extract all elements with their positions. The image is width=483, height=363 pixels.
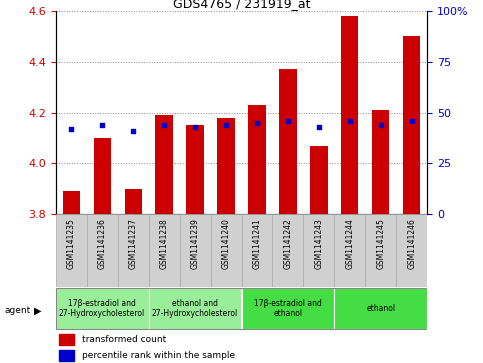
Bar <box>186 125 203 214</box>
Bar <box>149 287 242 330</box>
Text: agent: agent <box>5 306 31 315</box>
Text: GSM1141241: GSM1141241 <box>253 218 261 269</box>
Bar <box>94 138 111 214</box>
Text: ethanol: ethanol <box>367 304 396 313</box>
Bar <box>86 214 117 287</box>
Bar <box>248 105 266 214</box>
Bar <box>62 191 80 214</box>
Bar <box>366 214 397 287</box>
Bar <box>217 118 235 214</box>
Text: transformed count: transformed count <box>82 335 166 344</box>
Bar <box>403 36 421 214</box>
Text: GSM1141242: GSM1141242 <box>284 218 293 269</box>
Point <box>346 118 354 123</box>
Bar <box>341 16 358 214</box>
Text: GSM1141240: GSM1141240 <box>222 218 230 269</box>
Bar <box>211 214 242 287</box>
Text: GSM1141236: GSM1141236 <box>98 218 107 269</box>
Text: GSM1141235: GSM1141235 <box>67 218 75 269</box>
Bar <box>242 287 334 330</box>
Point <box>129 128 137 134</box>
Bar <box>180 214 211 287</box>
Point <box>160 122 168 128</box>
Point <box>377 122 385 128</box>
Point <box>98 122 106 128</box>
Bar <box>334 214 366 287</box>
Text: GSM1141239: GSM1141239 <box>190 218 199 269</box>
Bar <box>280 69 297 214</box>
Point <box>408 118 416 123</box>
Bar <box>56 214 86 287</box>
Bar <box>59 334 74 345</box>
Point <box>315 124 323 130</box>
Bar <box>117 214 149 287</box>
Text: 17β-estradiol and
27-Hydroxycholesterol: 17β-estradiol and 27-Hydroxycholesterol <box>59 299 145 318</box>
Bar <box>242 214 272 287</box>
Bar <box>56 287 149 330</box>
Text: GSM1141245: GSM1141245 <box>376 218 385 269</box>
Text: GSM1141243: GSM1141243 <box>314 218 324 269</box>
Title: GDS4765 / 231919_at: GDS4765 / 231919_at <box>173 0 310 10</box>
Point <box>253 120 261 126</box>
Text: ▶: ▶ <box>34 305 42 315</box>
Text: 17β-estradiol and
ethanol: 17β-estradiol and ethanol <box>254 299 322 318</box>
Bar <box>334 287 427 330</box>
Text: GSM1141237: GSM1141237 <box>128 218 138 269</box>
Text: percentile rank within the sample: percentile rank within the sample <box>82 351 235 360</box>
Bar <box>272 214 303 287</box>
Bar <box>156 115 172 214</box>
Bar <box>125 189 142 214</box>
Bar <box>372 110 389 214</box>
Text: ethanol and
27-Hydroxycholesterol: ethanol and 27-Hydroxycholesterol <box>152 299 238 318</box>
Point <box>67 126 75 132</box>
Text: GSM1141246: GSM1141246 <box>408 218 416 269</box>
Bar <box>149 214 180 287</box>
Text: GSM1141238: GSM1141238 <box>159 218 169 269</box>
Point <box>191 124 199 130</box>
Bar <box>397 214 427 287</box>
Bar <box>59 350 74 362</box>
Bar <box>303 214 334 287</box>
Point <box>222 122 230 128</box>
Text: GSM1141244: GSM1141244 <box>345 218 355 269</box>
Bar <box>311 146 327 214</box>
Point <box>284 118 292 123</box>
